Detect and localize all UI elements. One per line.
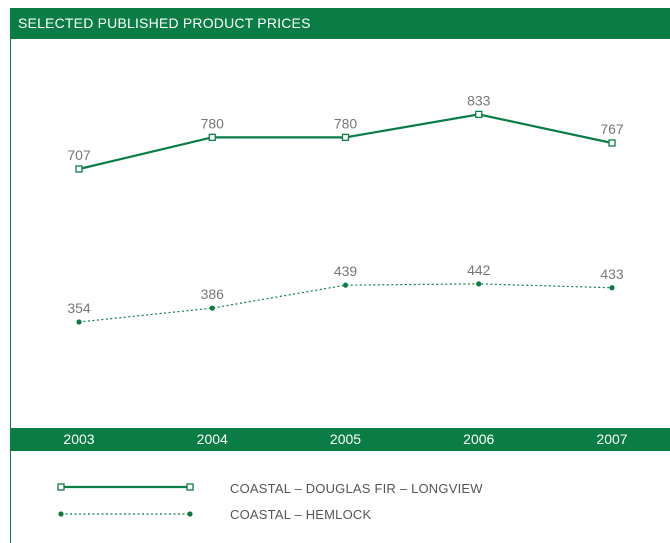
data-label-s1-3: 442 bbox=[467, 262, 491, 278]
data-point-s0-0 bbox=[75, 165, 83, 173]
data-point-s1-3 bbox=[476, 281, 482, 287]
data-label-s0-0: 707 bbox=[67, 147, 91, 163]
data-point-s1-4 bbox=[609, 285, 615, 291]
data-label-s0-2: 780 bbox=[334, 115, 358, 131]
data-label-s1-4: 433 bbox=[600, 266, 624, 282]
data-point-s1-0 bbox=[76, 319, 82, 325]
data-point-s0-1 bbox=[208, 133, 216, 142]
x-tick-label: 2005 bbox=[329, 431, 362, 447]
x-tick-label: 2006 bbox=[463, 431, 495, 447]
x-tick-label: 2003 bbox=[63, 431, 95, 447]
data-point-s0-2 bbox=[341, 133, 350, 142]
left-border-rule bbox=[10, 8, 11, 543]
data-point-s0-4 bbox=[608, 139, 616, 147]
data-label-s0-4: 767 bbox=[600, 121, 624, 137]
data-label-s0-3: 833 bbox=[467, 92, 491, 108]
chart-title: SELECTED PUBLISHED PRODUCT PRICES bbox=[10, 8, 670, 39]
legend-label-hemlock: COASTAL – HEMLOCK bbox=[230, 507, 372, 522]
legend-label-douglas-fir: COASTAL – DOUGLAS FIR – LONGVIEW bbox=[230, 481, 483, 496]
x-axis-bar: 2003 2004 2005 2006 2007 bbox=[10, 428, 670, 451]
data-label-s1-2: 439 bbox=[334, 263, 358, 279]
x-tick-label: 2004 bbox=[196, 431, 228, 447]
data-point-s1-1 bbox=[209, 305, 215, 311]
data-point-s1-2 bbox=[342, 282, 349, 288]
data-label-s1-1: 386 bbox=[201, 286, 225, 302]
data-point-s0-3 bbox=[475, 110, 483, 119]
series-line-1 bbox=[78, 283, 613, 323]
x-tick-label: 2007 bbox=[596, 431, 628, 447]
data-label-s1-0: 354 bbox=[67, 300, 91, 316]
data-label-s0-1: 780 bbox=[201, 115, 225, 131]
